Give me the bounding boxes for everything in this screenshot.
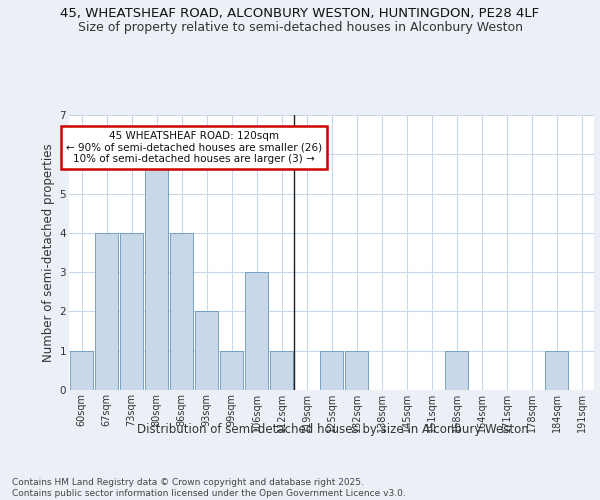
Y-axis label: Number of semi-detached properties: Number of semi-detached properties (43, 143, 55, 362)
Bar (220, 350, 243, 390)
Bar (345, 350, 368, 390)
Text: Size of property relative to semi-detached houses in Alconbury Weston: Size of property relative to semi-detach… (77, 21, 523, 34)
Bar (195, 312, 218, 390)
Text: Contains HM Land Registry data © Crown copyright and database right 2025.
Contai: Contains HM Land Registry data © Crown c… (12, 478, 406, 498)
Text: 45, WHEATSHEAF ROAD, ALCONBURY WESTON, HUNTINGDON, PE28 4LF: 45, WHEATSHEAF ROAD, ALCONBURY WESTON, H… (61, 8, 539, 20)
Bar (245, 272, 268, 390)
Bar (95, 233, 118, 390)
Bar (120, 233, 143, 390)
Bar (70, 350, 93, 390)
Bar (145, 154, 168, 390)
Text: Distribution of semi-detached houses by size in Alconbury Weston: Distribution of semi-detached houses by … (137, 422, 529, 436)
Bar (270, 350, 293, 390)
Bar (445, 350, 468, 390)
Bar (545, 350, 568, 390)
Text: 45 WHEATSHEAF ROAD: 120sqm
← 90% of semi-detached houses are smaller (26)
10% of: 45 WHEATSHEAF ROAD: 120sqm ← 90% of semi… (66, 130, 322, 164)
Bar (320, 350, 343, 390)
Bar (170, 233, 193, 390)
